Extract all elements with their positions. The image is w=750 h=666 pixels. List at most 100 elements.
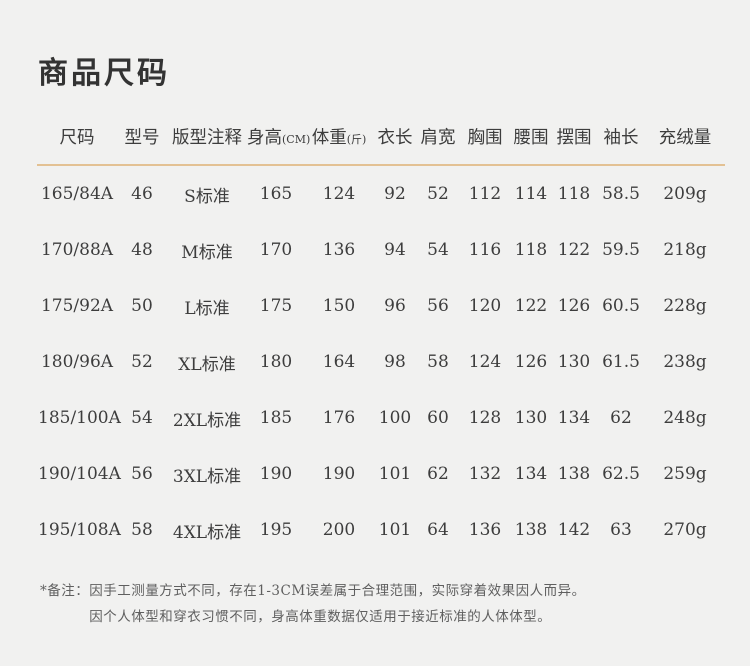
table-row: 195/108A 58 4XL标准 195 200 101 64 136 138 142 63 270… [37,502,725,558]
table-cell: 180/96A [40,352,114,372]
table-row: 190/104A 56 3XL标准 190 190 101 62 132 134 138 62.5 2… [37,446,725,502]
table-cell: 170/88A [40,240,114,260]
table-cell: 130 [514,408,548,428]
table-cell: 96 [384,296,406,316]
table-cell: 114 [514,184,548,204]
note-body: 因手工测量方式不同，存在1-3CM误差属于合理范围，实际穿着效果因人而异。 因个… [89,578,750,630]
table-cell: 136 [322,240,356,260]
table-cell: 122 [557,240,591,260]
table-cell: 190 [259,464,293,484]
table-cell: XL标准 [178,354,236,375]
note-text-1: 因手工测量方式不同，存在1-3CM误差属于合理范围，实际穿着效果因人而异。 [89,583,586,599]
table-cell: 136 [468,520,502,540]
column-header-model: 型号 [117,124,167,166]
table-cell: 180 [259,352,293,372]
table-row: 175/92A 50 L标准 175 150 96 56 120 122 126 60.5 228g [37,278,725,334]
header-row: 尺码 型号 版型注释 身高(CM) 体重(斤) 衣长 肩宽 胸围 腰围 摆围 袖… [37,124,725,166]
note-text-2: 因个人体型和穿衣习惯不同，身高体重数据仅适用于接近标准的人体体型。 [89,609,552,625]
table-cell: 134 [557,408,591,428]
table-cell: 195 [259,520,293,540]
table-cell: 54 [427,240,449,260]
table-cell: 165/84A [40,184,114,204]
header-label: 身高 [247,128,282,148]
column-header-sleeve-length: 袖长 [597,124,645,166]
table-cell: 60.5 [602,296,640,316]
table-cell: 164 [322,352,356,372]
table-cell: 101 [378,464,412,484]
header-label: 充绒量 [658,128,712,148]
table-cell: 56 [427,296,449,316]
table-cell: 64 [427,520,449,540]
note-line: *备注： 因手工测量方式不同，存在1-3CM误差属于合理范围，实际穿着效果因人而… [40,578,750,630]
header-label: 摆围 [556,128,592,148]
column-header-hem: 摆围 [551,124,597,166]
table-cell: 248g [663,408,707,428]
table-cell: 176 [322,408,356,428]
table-cell: 185 [259,408,293,428]
column-header-size: 尺码 [37,124,117,166]
table-cell: 126 [514,352,548,372]
table-cell: 54 [131,408,153,428]
table-cell: 270g [663,520,707,540]
header-label: 胸围 [467,128,503,148]
table-row: 165/84A 46 S标准 165 124 92 52 112 114 118 58.5 209g [37,165,725,222]
table-cell: 94 [384,240,406,260]
column-header-fit-note: 版型注释 [167,124,247,166]
table-cell: 124 [468,352,502,372]
header-label: 尺码 [59,128,95,148]
table-cell: 130 [557,352,591,372]
table-cell: 138 [514,520,548,540]
table-cell: 3XL标准 [172,466,242,487]
table-cell: 195/108A [38,520,121,540]
table-cell: 218g [663,240,707,260]
table-cell: 259g [663,464,707,484]
header-unit: (CM) [282,133,311,146]
table-cell: 238g [663,352,707,372]
column-header-chest: 胸围 [459,124,511,166]
table-cell: 134 [514,464,548,484]
table-cell: 52 [131,352,153,372]
table-row: 185/100A 54 2XL标准 185 176 100 60 128 130 134 62 248… [37,390,725,446]
notes-section: *备注： 因手工测量方式不同，存在1-3CM误差属于合理范围，实际穿着效果因人而… [40,578,750,630]
table-cell: 61.5 [602,352,640,372]
table-cell: 52 [427,184,449,204]
table-cell: 175 [259,296,293,316]
table-cell: 128 [468,408,502,428]
table-cell: 2XL标准 [172,410,242,431]
table-cell: 209g [663,184,707,204]
table-cell: 138 [557,464,591,484]
table-cell: 228g [663,296,707,316]
table-cell: 98 [384,352,406,372]
table-cell: 46 [131,184,153,204]
table-cell: 170 [259,240,293,260]
table-cell: 112 [468,184,502,204]
table-cell: 118 [514,240,548,260]
table-cell: 124 [322,184,356,204]
size-table-header: 尺码 型号 版型注释 身高(CM) 体重(斤) 衣长 肩宽 胸围 腰围 摆围 袖… [37,124,725,166]
header-unit: (斤) [346,133,367,146]
column-header-weight: 体重(斤) [305,124,373,166]
table-cell: 58 [131,520,153,540]
table-cell: L标准 [184,298,230,319]
table-cell: S标准 [184,186,230,207]
table-cell: 122 [514,296,548,316]
table-cell: M标准 [181,242,233,263]
table-cell: 62 [427,464,449,484]
table-cell: 101 [378,520,412,540]
table-cell: 56 [131,464,153,484]
table-cell: 118 [557,184,591,204]
table-cell: 126 [557,296,591,316]
header-label: 袖长 [603,128,639,148]
header-label: 体重 [311,128,347,148]
table-cell: 132 [468,464,502,484]
size-table-body: 165/84A 46 S标准 165 124 92 52 112 114 118 58.5 209g 1… [37,165,725,558]
note-prefix: *备注： [40,583,90,599]
table-cell: 165 [259,184,293,204]
table-cell: 60 [427,408,449,428]
table-row: 170/88A 48 M标准 170 136 94 54 116 118 122 59.5 218g [37,222,725,278]
table-cell: 150 [322,296,356,316]
table-row: 180/96A 52 XL标准 180 164 98 58 124 126 130 61.5 238g [37,334,725,390]
table-cell: 58.5 [602,184,640,204]
table-cell: 63 [610,520,632,540]
size-table: 尺码 型号 版型注释 身高(CM) 体重(斤) 衣长 肩宽 胸围 腰围 摆围 袖… [37,124,725,558]
